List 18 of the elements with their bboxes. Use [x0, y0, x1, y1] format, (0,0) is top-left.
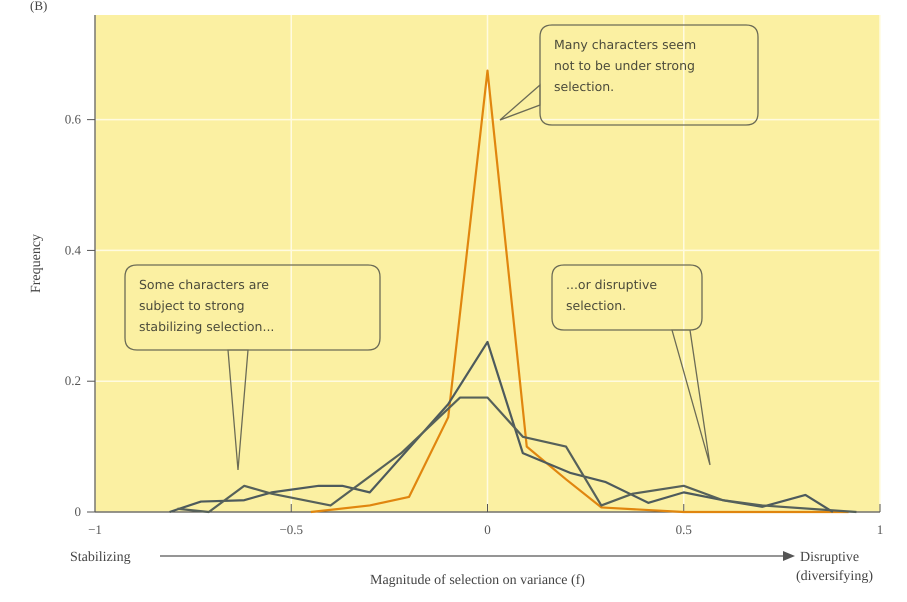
annotation: ...or disruptive selection. — [566, 277, 658, 313]
x-tick-label: −0.5 — [279, 522, 304, 537]
y-tick-label: 0 — [74, 504, 81, 519]
annotation: Some characters are subject to strong stabilizing selection... — [139, 277, 274, 334]
x-tick-label: 1 — [876, 522, 884, 537]
y-axis-title: Frequency — [29, 234, 44, 294]
text: Disruptive — [800, 550, 860, 565]
text: (diversifying) — [796, 569, 874, 584]
y-tick-label: 0.6 — [64, 112, 82, 127]
x-tick-label: −1 — [88, 522, 102, 537]
text: Stabilizing — [70, 550, 131, 565]
y-tick-label: 0.2 — [64, 373, 81, 388]
x-axis-title: Magnitude of selection on variance (f) — [370, 573, 586, 588]
x-tick-label: 0 — [484, 522, 491, 537]
x-tick-label: 0.5 — [676, 522, 692, 537]
text: (B) — [30, 0, 48, 13]
y-tick-label: 0.4 — [64, 242, 82, 258]
annotation: Many characters seem not to be under strong selection. — [554, 37, 696, 94]
